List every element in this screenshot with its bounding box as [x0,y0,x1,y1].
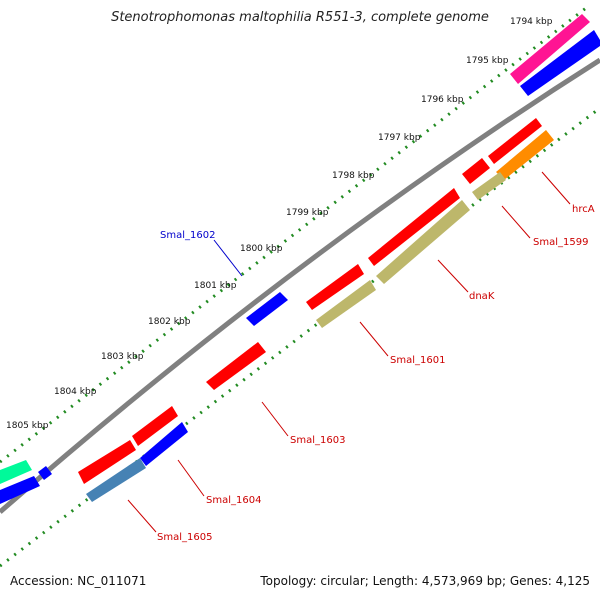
gene-label-smal-1604[interactable]: Smal_1604 [206,495,261,506]
gene-bar-red-1603[interactable] [206,342,266,390]
label-leader-lines [127,171,571,533]
tick-label-1804: 1804 kbp [54,387,97,397]
gene-bar-red-dnaK[interactable] [368,188,460,266]
gene-label-dnaK[interactable]: dnaK [469,291,495,302]
gene-label-smal-1602[interactable]: Smal_1602 [160,230,215,241]
gene-bar-red-1604a[interactable] [132,406,178,446]
tick-label-1800: 1800 kbp [240,244,283,254]
genome-summary-text: Topology: circular; Length: 4,573,969 bp… [260,574,590,588]
gene-label-hrcA[interactable]: hrcA [572,204,595,215]
gene-label-smal-1599[interactable]: Smal_1599 [533,237,588,248]
gene-bar-blue-top[interactable] [520,30,600,96]
gene-bar-olive-dnaK[interactable] [376,200,470,284]
tick-label-1796: 1796 kbp [421,95,464,105]
position-tick-labels: 1794 kbp 1795 kbp 1796 kbp 1797 kbp 1798… [6,17,553,431]
gene-bar-teal-left[interactable] [0,460,32,484]
gene-label-smal-1605[interactable]: Smal_1605 [157,532,212,543]
genome-backbone [0,57,600,514]
gene-label-smal-1603[interactable]: Smal_1603 [290,435,345,446]
tick-label-1801: 1801 kbp [194,281,237,291]
tick-label-1805: 1805 kbp [6,421,49,431]
tick-label-1803: 1803 kbp [101,352,144,362]
gene-bar-red-1601[interactable] [306,264,364,310]
gene-bar-blue-left[interactable] [0,476,40,504]
genome-title: Stenotrophomonas maltophilia R551-3, com… [111,10,489,25]
tick-label-1802: 1802 kbp [148,317,191,327]
gene-bar-magenta[interactable] [510,14,590,84]
accession-text: Accession: NC_011071 [10,574,147,588]
gene-bar-blue-small[interactable] [38,466,52,480]
tick-label-1795: 1795 kbp [466,56,509,66]
gene-bar-red-1605[interactable] [78,440,136,484]
gene-label-smal-1601[interactable]: Smal_1601 [390,355,445,366]
gene-bar-orange-hrcA[interactable] [496,130,554,180]
gene-bar-olive-1601[interactable] [316,280,376,328]
tick-label-1794: 1794 kbp [510,17,553,27]
outer-tick-line [0,6,587,464]
gene-bar-olive-1599[interactable] [472,172,506,200]
gene-features [0,14,600,504]
gene-bar-red-1[interactable] [488,118,542,164]
gene-bar-blue-1604[interactable] [140,422,188,466]
gene-bar-red-2[interactable] [462,158,490,184]
tick-label-1797: 1797 kbp [378,133,421,143]
gene-labels: hrcA Smal_1599 dnaK Smal_1601 Smal_1602 … [157,204,595,543]
tick-label-1799: 1799 kbp [286,208,329,218]
gene-bar-steelblue-1605[interactable] [86,458,146,502]
gene-bar-blue-1602[interactable] [246,292,288,326]
tick-label-1798: 1798 kbp [332,171,375,181]
